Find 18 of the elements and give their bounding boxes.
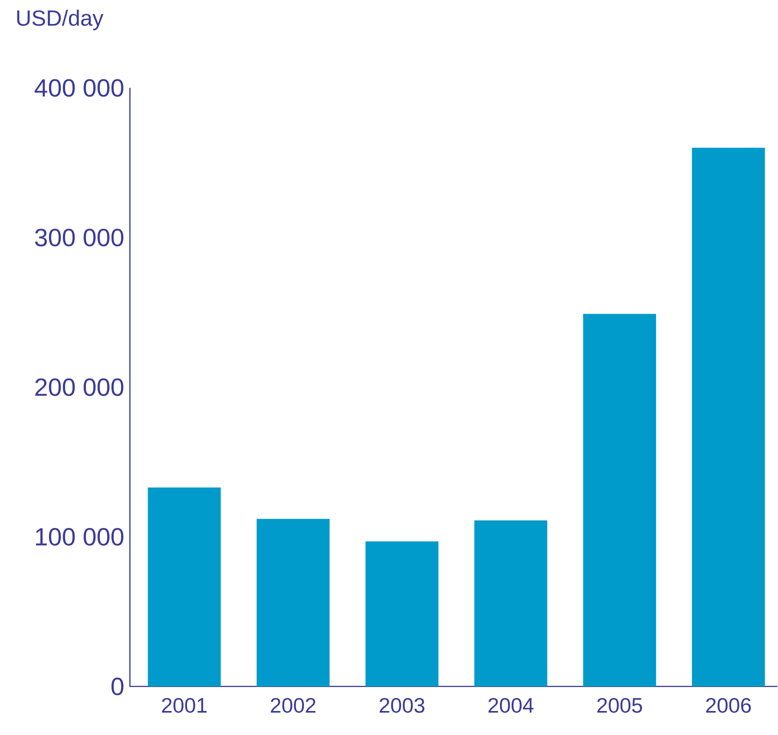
x-tick-label: 2004 xyxy=(488,698,534,713)
bar xyxy=(583,314,656,686)
x-tick-label: 2005 xyxy=(597,698,642,713)
y-tick-label: 100 000 xyxy=(36,528,124,546)
x-tick-label: 2003 xyxy=(380,698,424,713)
bar xyxy=(365,541,438,686)
bar xyxy=(256,518,330,686)
x-tick-label: 2006 xyxy=(706,698,751,713)
y-tick-label: 200 000 xyxy=(35,378,124,396)
bar xyxy=(148,487,221,686)
bar xyxy=(692,148,765,686)
y-tick-label: 300 000 xyxy=(35,228,124,246)
x-tick-label: 2001 xyxy=(162,698,207,713)
y-tick-label: 0 xyxy=(111,677,124,696)
x-tick-label: 2002 xyxy=(270,698,316,713)
bar xyxy=(474,520,548,686)
y-tick-label: 400 000 xyxy=(34,78,124,97)
y-axis-title: USD/day xyxy=(17,10,104,30)
